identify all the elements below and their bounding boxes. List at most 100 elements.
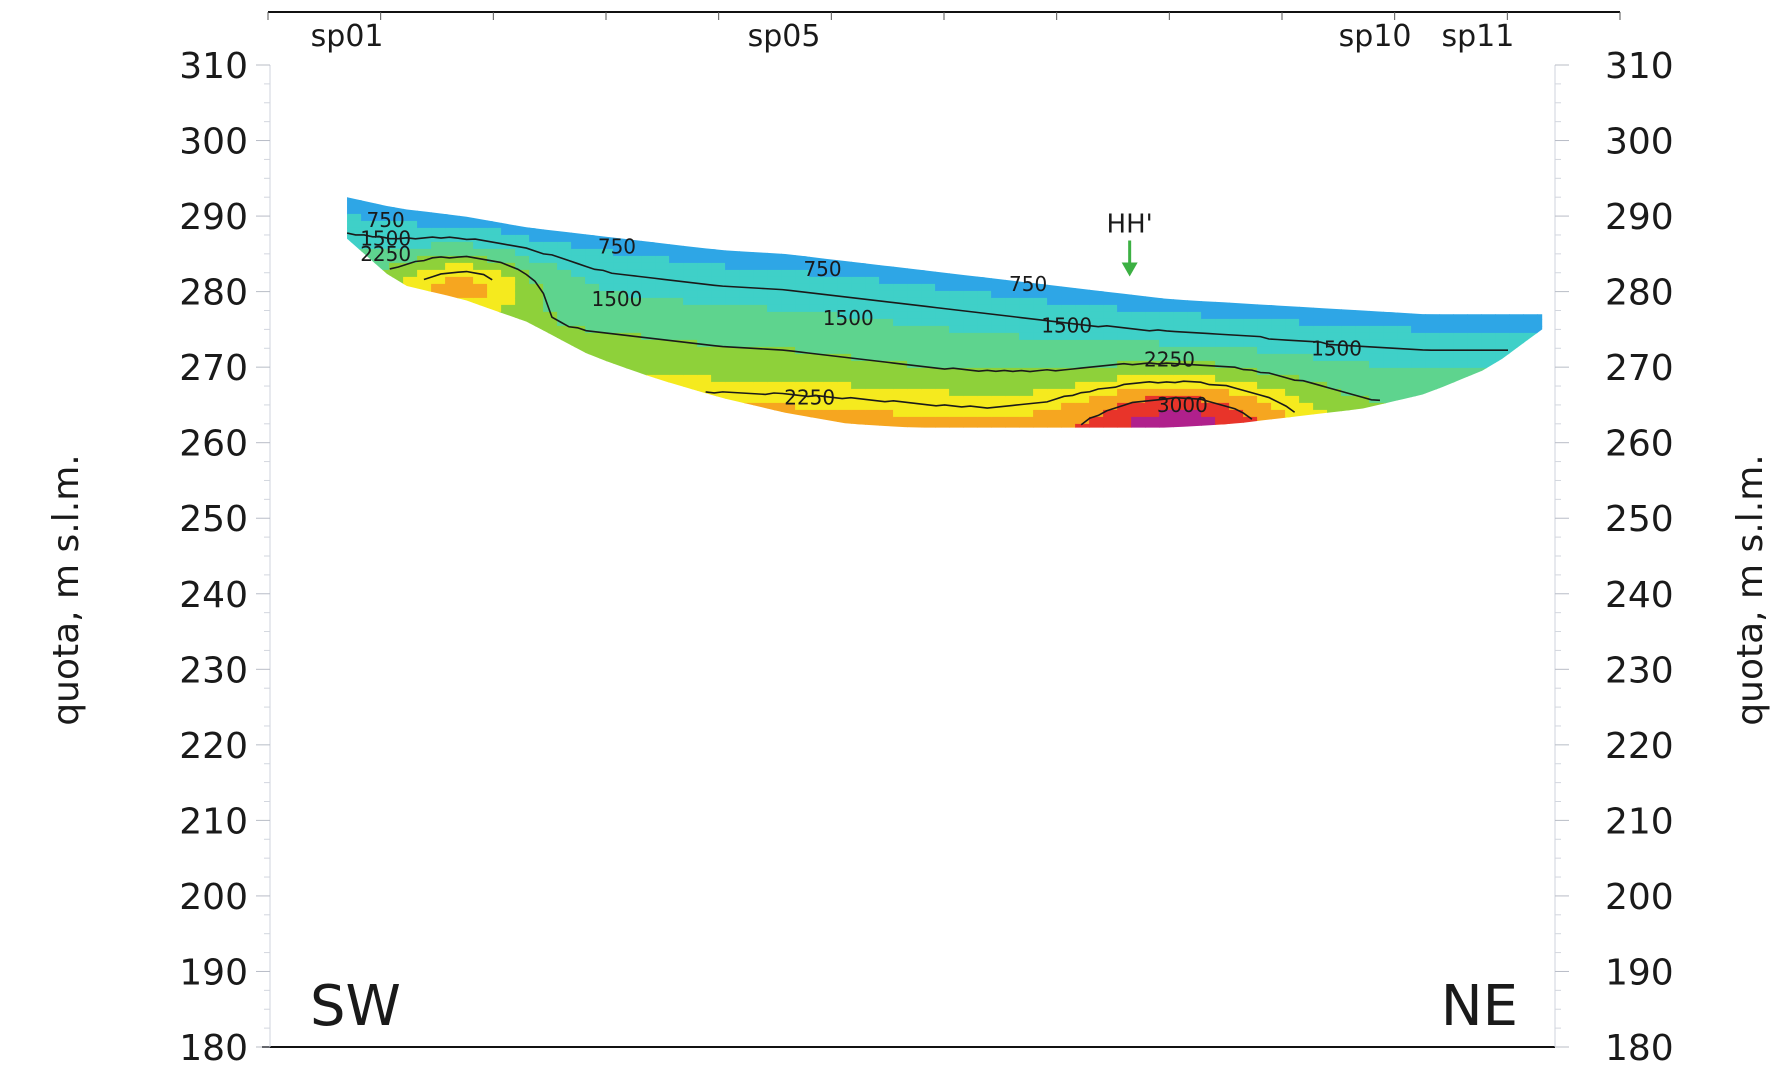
velocity-cell — [1341, 381, 1356, 390]
velocity-cell — [1075, 269, 1090, 278]
velocity-cell — [711, 325, 726, 334]
velocity-cell — [1523, 367, 1538, 376]
velocity-cell — [1453, 438, 1468, 446]
velocity-cell — [767, 197, 782, 201]
velocity-cell — [1187, 346, 1202, 355]
velocity-cell — [1187, 423, 1202, 428]
velocity-cell — [1005, 290, 1020, 299]
velocity-cell — [347, 367, 348, 376]
velocity-cell — [809, 276, 824, 285]
velocity-cell — [655, 395, 670, 404]
velocity-cell — [417, 186, 432, 194]
velocity-cell — [1313, 360, 1328, 369]
velocity-cell — [893, 353, 908, 362]
velocity-cell — [837, 332, 852, 341]
velocity-cell — [1509, 297, 1524, 306]
velocity-cell — [795, 297, 810, 306]
velocity-cell — [1537, 206, 1543, 215]
velocity-cell — [613, 248, 628, 257]
velocity-cell — [865, 367, 880, 376]
velocity-cell — [1019, 431, 1034, 439]
velocity-cell — [487, 283, 502, 292]
velocity-cell — [627, 367, 642, 376]
velocity-cell — [1005, 304, 1020, 313]
velocity-cell — [795, 416, 810, 425]
velocity-cell — [781, 402, 796, 411]
velocity-cell — [1285, 227, 1300, 236]
velocity-cell — [1075, 199, 1090, 208]
velocity-cell — [865, 255, 880, 264]
velocity-cell — [1271, 318, 1286, 327]
velocity-cell — [613, 416, 628, 425]
velocity-cell — [809, 318, 824, 327]
velocity-cell — [375, 395, 390, 404]
velocity-cell — [1285, 248, 1300, 257]
velocity-cell — [599, 353, 614, 362]
velocity-cell — [1285, 353, 1300, 362]
velocity-cell — [389, 381, 404, 390]
velocity-cell — [1201, 416, 1216, 425]
velocity-cell — [837, 438, 852, 446]
velocity-cell — [627, 416, 642, 425]
velocity-cell — [837, 199, 852, 208]
velocity-cell — [459, 297, 474, 306]
velocity-cell — [1425, 402, 1440, 411]
velocity-cell — [361, 332, 376, 341]
velocity-cell — [1285, 283, 1300, 292]
velocity-cell — [1145, 423, 1160, 428]
velocity-cell — [697, 388, 712, 397]
velocity-cell — [655, 431, 670, 439]
velocity-cell — [431, 367, 446, 376]
velocity-cell — [473, 346, 488, 355]
velocity-cell — [445, 206, 460, 215]
velocity-cell — [515, 269, 530, 278]
velocity-cell — [879, 416, 894, 425]
velocity-cell — [641, 339, 656, 348]
y-tick-label-right: 220 — [1605, 726, 1674, 767]
velocity-cell — [795, 332, 810, 341]
velocity-cell — [1285, 332, 1300, 341]
velocity-cell — [823, 431, 838, 439]
velocity-cell — [1019, 381, 1034, 390]
velocity-cell — [529, 409, 544, 418]
velocity-cell — [1215, 423, 1230, 428]
velocity-cell — [571, 304, 586, 313]
velocity-cell — [893, 339, 908, 348]
velocity-cell — [515, 234, 530, 243]
velocity-cell — [403, 431, 418, 439]
velocity-cell — [837, 276, 852, 285]
velocity-cell — [627, 360, 642, 369]
velocity-cell — [347, 276, 348, 285]
velocity-cell — [557, 346, 572, 355]
velocity-cell — [1411, 248, 1426, 257]
velocity-cell — [1327, 318, 1342, 327]
velocity-cell — [543, 241, 558, 250]
velocity-cell — [1103, 339, 1118, 348]
velocity-cell — [1383, 346, 1398, 355]
contour-label-2250: 2250 — [360, 242, 411, 266]
velocity-cell — [417, 283, 432, 292]
velocity-cell — [1467, 416, 1482, 425]
velocity-cell — [1019, 332, 1034, 341]
velocity-cell — [1537, 402, 1543, 411]
velocity-cell — [1299, 234, 1314, 243]
velocity-cell — [963, 374, 978, 383]
velocity-cell — [1061, 255, 1076, 264]
velocity-cell — [963, 367, 978, 376]
velocity-cell — [753, 248, 768, 257]
velocity-cell — [403, 206, 418, 215]
velocity-cell — [431, 311, 446, 320]
velocity-cell — [921, 431, 936, 439]
velocity-cell — [613, 234, 628, 243]
velocity-cell — [865, 431, 880, 439]
velocity-cell — [431, 438, 446, 446]
velocity-cell — [1173, 431, 1188, 439]
velocity-cell — [781, 332, 796, 341]
velocity-cell — [963, 283, 978, 292]
velocity-cell — [1369, 409, 1384, 418]
velocity-cell — [767, 220, 782, 229]
velocity-cell — [1537, 339, 1543, 348]
velocity-cell — [501, 346, 516, 355]
velocity-cell — [935, 423, 950, 428]
velocity-cell — [893, 283, 908, 292]
